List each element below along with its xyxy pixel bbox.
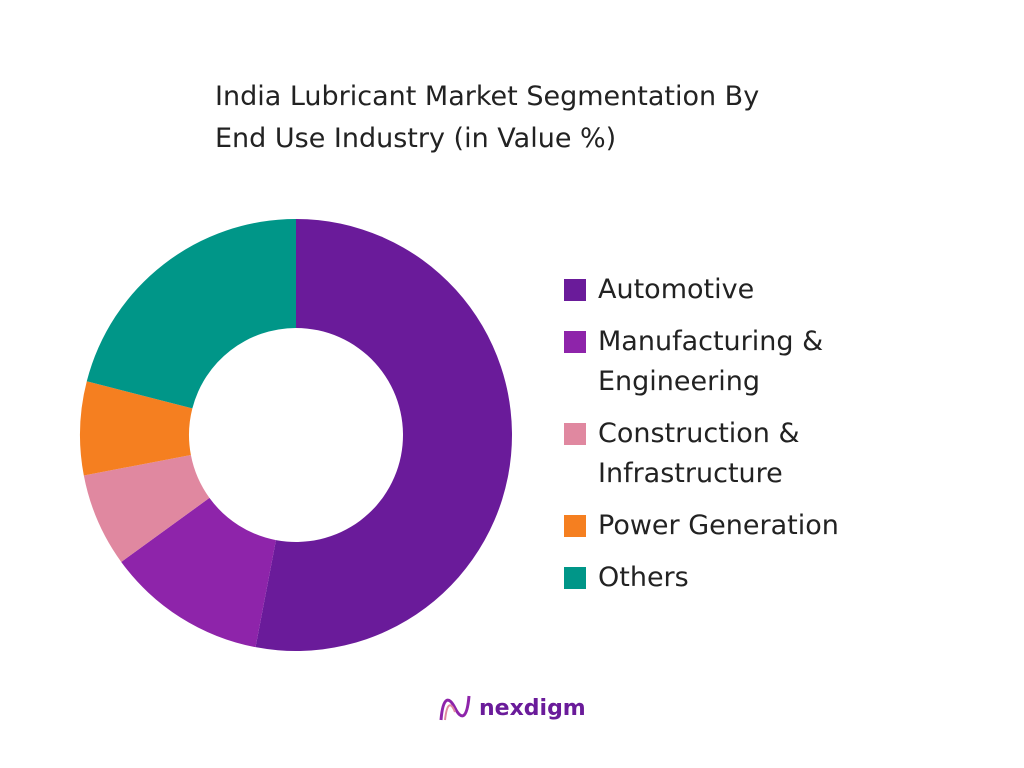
brand-name: nexdigm (479, 695, 586, 721)
logo: nexdigm (437, 690, 586, 726)
legend-item: Manufacturing & Engineering (564, 322, 894, 402)
legend-swatch (564, 279, 586, 301)
legend-item: Power Generation (564, 506, 894, 546)
chart-title: India Lubricant Market Segmentation By E… (215, 81, 760, 154)
donut-slice (86, 219, 296, 409)
legend-label: Power Generation (598, 510, 839, 541)
legend-item: Automotive (564, 270, 894, 310)
legend-swatch (564, 567, 586, 589)
legend: Automotive Manufacturing & Engineering Con… (564, 270, 894, 610)
donut-chart (80, 219, 512, 651)
logo-icon (439, 695, 471, 721)
donut-slice (255, 219, 512, 651)
legend-item: Others (564, 558, 894, 598)
legend-label: Others (598, 562, 689, 593)
donut-slice (83, 455, 210, 562)
legend-swatch (564, 515, 586, 537)
donut-slice (121, 497, 276, 648)
legend-label: Manufacturing & Engineering (598, 326, 824, 397)
donut-slice (80, 381, 193, 476)
legend-label: Automotive (598, 274, 755, 305)
legend-swatch (564, 423, 586, 445)
legend-swatch (564, 331, 586, 353)
legend-label: Construction & Infrastructure (598, 418, 800, 489)
legend-item: Construction & Infrastructure (564, 414, 894, 494)
